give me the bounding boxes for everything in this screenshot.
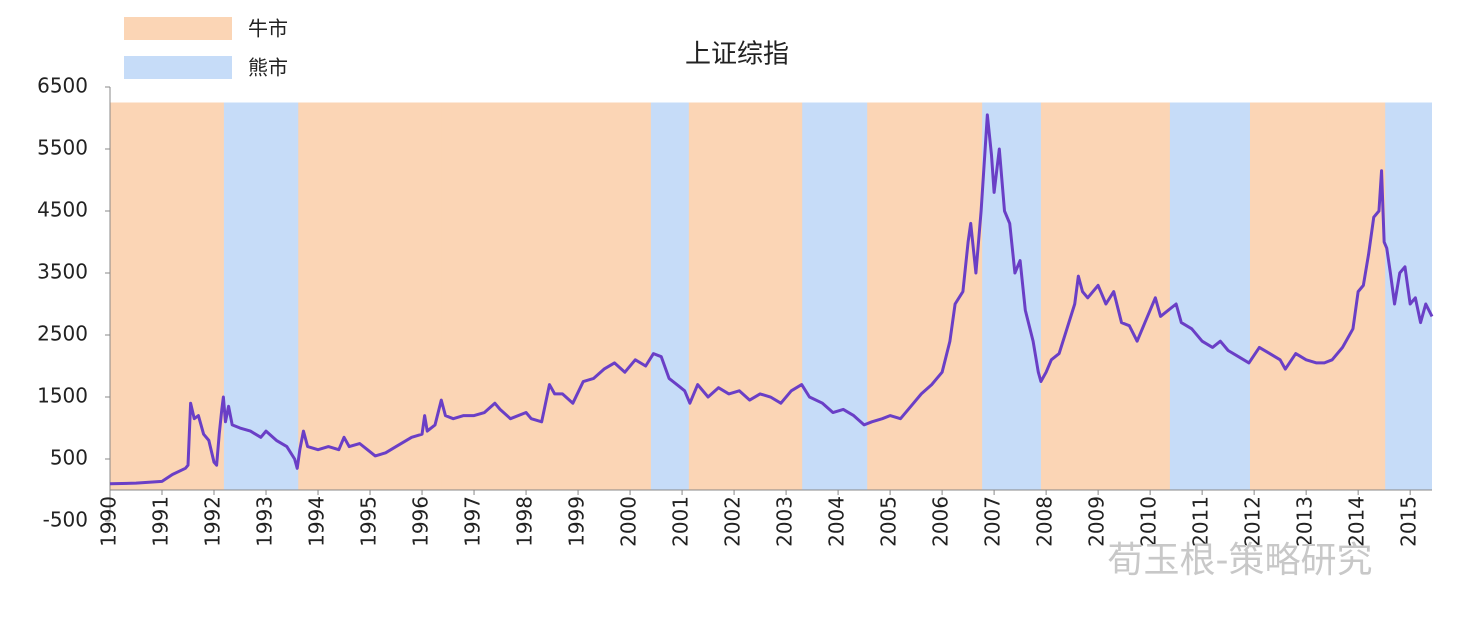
legend-swatch bbox=[124, 56, 232, 79]
x-tick-label: 1991 bbox=[149, 496, 173, 547]
x-tick-label: 2010 bbox=[1137, 496, 1161, 547]
band bbox=[802, 102, 868, 490]
x-tick-label: 2012 bbox=[1241, 496, 1265, 547]
band bbox=[223, 102, 299, 490]
band bbox=[1040, 102, 1079, 490]
y-tick-label: 1500 bbox=[37, 384, 88, 408]
x-tick-label: 2003 bbox=[773, 496, 797, 547]
x-tick-label: 1997 bbox=[461, 496, 485, 547]
x-tick-label: 2005 bbox=[877, 496, 901, 547]
x-tick-label: 2011 bbox=[1189, 496, 1213, 547]
y-tick-label: 500 bbox=[50, 446, 88, 470]
x-tick-label: 2009 bbox=[1085, 496, 1109, 547]
x-tick-label: 1993 bbox=[253, 496, 277, 547]
x-tick-label: 2013 bbox=[1293, 496, 1317, 547]
y-tick-label: -500 bbox=[43, 508, 88, 532]
x-tick-label: 2004 bbox=[825, 496, 849, 547]
band bbox=[650, 102, 689, 490]
y-tick-label: 5500 bbox=[37, 136, 88, 160]
x-tick-label: 2007 bbox=[981, 496, 1005, 547]
band bbox=[543, 102, 651, 490]
x-tick-label: 1990 bbox=[97, 496, 121, 547]
band bbox=[1169, 102, 1250, 490]
legend-label: 熊市 bbox=[248, 56, 288, 80]
x-tick-label: 1994 bbox=[305, 496, 329, 547]
x-tick-label: 1998 bbox=[513, 496, 537, 547]
x-tick-label: 1999 bbox=[565, 496, 589, 547]
x-tick-label: 2014 bbox=[1345, 496, 1369, 547]
x-tick-label: 1992 bbox=[201, 496, 225, 547]
x-tick-label: 2000 bbox=[617, 496, 641, 547]
band bbox=[366, 102, 442, 490]
x-tick-label: 2002 bbox=[721, 496, 745, 547]
line-segment bbox=[109, 113, 1434, 486]
legend-label: 牛市 bbox=[248, 17, 288, 41]
x-tick-label: 2008 bbox=[1033, 496, 1057, 547]
x-tick-label: 2015 bbox=[1397, 496, 1421, 547]
y-tick-label: 2500 bbox=[37, 322, 88, 346]
x-tick-label: 2001 bbox=[669, 496, 693, 547]
x-tick-label: 2006 bbox=[929, 496, 953, 547]
chart-title: 上证综指 bbox=[685, 40, 789, 70]
x-tick-label: 1995 bbox=[357, 496, 381, 547]
legend-swatch bbox=[124, 17, 232, 40]
x-tick-label: 1996 bbox=[409, 496, 433, 547]
band bbox=[869, 102, 983, 490]
y-tick-label: 6500 bbox=[37, 74, 88, 98]
y-tick-label: 3500 bbox=[37, 260, 88, 284]
watermark: 荀玉根-策略研究 bbox=[1108, 540, 1373, 581]
y-tick-label: 4500 bbox=[37, 198, 88, 222]
